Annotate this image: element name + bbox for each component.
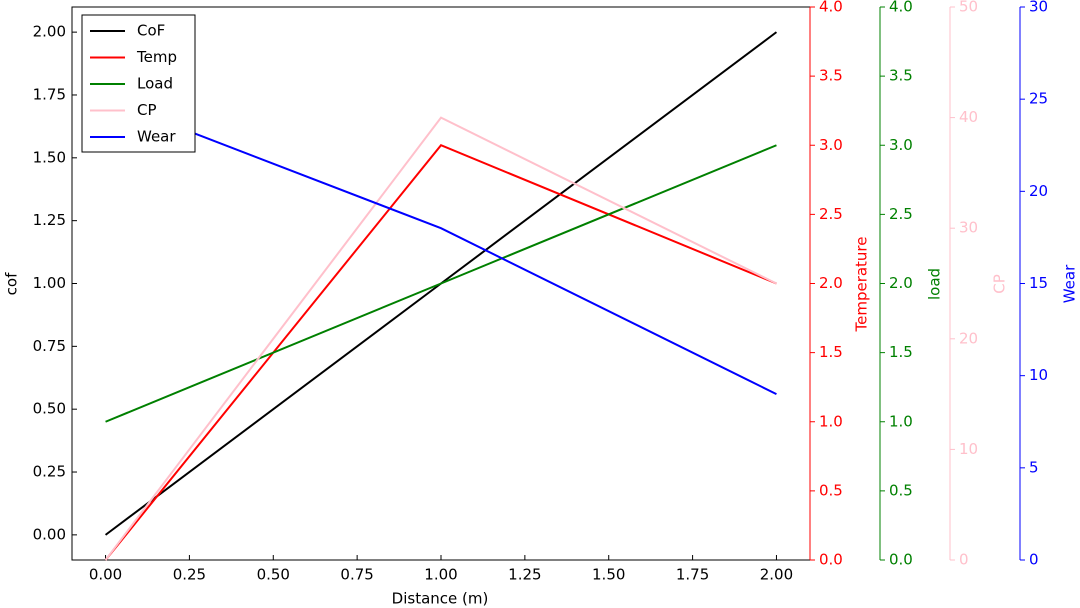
series-line <box>104 116 777 561</box>
y-tick-label: 3.0 <box>819 136 843 154</box>
y-tick-label: 4.0 <box>889 0 913 16</box>
y-tick-label: 0.50 <box>33 400 66 418</box>
y-tick-label: 0.25 <box>33 463 66 481</box>
y-tick-label: 3.0 <box>889 136 913 154</box>
x-tick-label: 1.25 <box>508 566 541 584</box>
y-tick-label: 2.5 <box>819 205 843 223</box>
x-tick-label: 0.50 <box>257 566 290 584</box>
y-tick-label: 10 <box>1029 366 1048 384</box>
y-axis-label: load <box>926 268 944 300</box>
y-tick-label: 40 <box>959 108 978 126</box>
series-line <box>105 98 777 395</box>
y-tick-label: 4.0 <box>819 0 843 16</box>
y-tick-label: 3.5 <box>819 67 843 85</box>
y-axis-label: cof <box>3 272 21 295</box>
y-tick-label: 50 <box>959 0 978 16</box>
y-tick-label: 0.00 <box>33 525 66 543</box>
y-axis-label: CP <box>991 274 1009 294</box>
legend-label: CP <box>137 101 157 119</box>
legend-label: Wear <box>137 128 176 146</box>
x-tick-label: 0.25 <box>173 566 206 584</box>
x-tick-label: 0.00 <box>89 566 122 584</box>
x-axis-label: Distance (m) <box>392 590 489 608</box>
y-tick-label: 1.5 <box>889 343 913 361</box>
y-tick-label: 1.25 <box>33 211 66 229</box>
x-tick-label: 1.75 <box>676 566 709 584</box>
y-tick-label: 1.0 <box>819 412 843 430</box>
series-line <box>105 144 777 423</box>
y-tick-label: 1.75 <box>33 85 66 103</box>
y-tick-label: 20 <box>1029 182 1048 200</box>
y-tick-label: 0.75 <box>33 337 66 355</box>
legend-label: Temp <box>136 48 177 66</box>
legend-label: CoF <box>137 22 165 40</box>
x-tick-label: 1.50 <box>592 566 625 584</box>
y-tick-label: 1.0 <box>889 412 913 430</box>
legend-label: Load <box>137 75 173 93</box>
y-tick-label: 1.5 <box>819 343 843 361</box>
series-line <box>104 144 777 561</box>
x-tick-label: 2.00 <box>760 566 793 584</box>
y-tick-label: 30 <box>959 219 978 237</box>
y-tick-label: 1.00 <box>33 274 66 292</box>
y-axis-label: Temperature <box>853 236 871 332</box>
y-tick-label: 15 <box>1029 274 1048 292</box>
x-tick-label: 1.00 <box>424 566 457 584</box>
y-tick-label: 2.5 <box>889 205 913 223</box>
y-tick-label: 2.00 <box>33 23 66 41</box>
y-tick-label: 3.5 <box>889 67 913 85</box>
x-tick-label: 0.75 <box>340 566 373 584</box>
y-tick-label: 25 <box>1029 90 1048 108</box>
y-tick-label: 30 <box>1029 0 1048 16</box>
y-tick-label: 5 <box>1029 458 1039 476</box>
y-tick-label: 0.0 <box>889 551 913 569</box>
y-tick-label: 0.5 <box>819 481 843 499</box>
y-tick-label: 2.0 <box>819 274 843 292</box>
y-tick-label: 0 <box>1029 551 1039 569</box>
y-tick-label: 0.0 <box>819 551 843 569</box>
y-tick-label: 2.0 <box>889 274 913 292</box>
y-tick-label: 10 <box>959 440 978 458</box>
y-axis-label: Wear <box>1061 264 1079 303</box>
y-tick-label: 0 <box>959 551 969 569</box>
y-tick-label: 20 <box>959 329 978 347</box>
y-tick-label: 1.50 <box>33 148 66 166</box>
y-tick-label: 0.5 <box>889 481 913 499</box>
